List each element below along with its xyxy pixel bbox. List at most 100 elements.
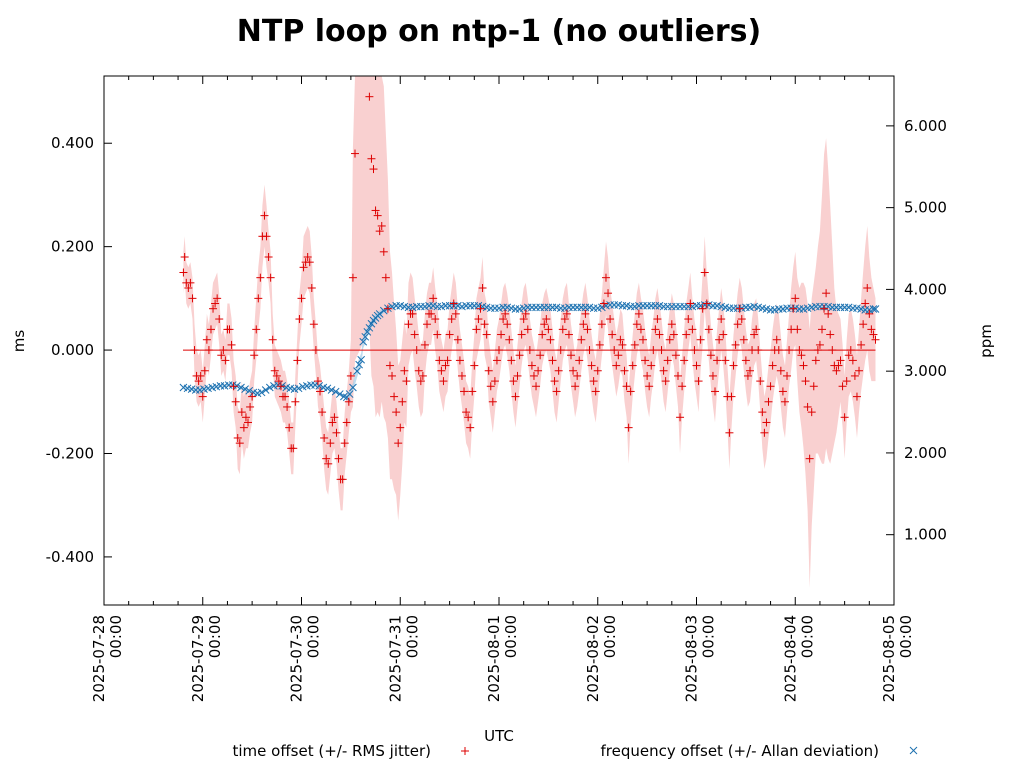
time-offset-point (237, 408, 246, 417)
x-tick-date: 2025-07-29 (189, 615, 207, 702)
time-offset-point (441, 361, 450, 370)
time-offset-point (575, 356, 584, 365)
time-offset-point (332, 428, 341, 437)
time-offset-point (478, 284, 487, 293)
time-offset-point (495, 346, 503, 355)
time-offset-point (472, 325, 481, 334)
time-offset-point (760, 428, 769, 437)
time-offset-point (400, 366, 409, 375)
time-offset-point (344, 397, 353, 406)
time-offset-point (641, 356, 650, 365)
time-offset-point (517, 330, 526, 339)
time-offset-point (778, 387, 787, 396)
time-offset-point (838, 382, 847, 391)
time-offset-point (815, 340, 824, 349)
x-tick-time: 00:00 (700, 615, 718, 658)
time-offset-point (534, 366, 543, 375)
time-offset-point (688, 325, 697, 334)
frequency-point (361, 332, 370, 341)
frequency-point (359, 337, 368, 346)
time-offset-point (379, 247, 388, 256)
time-offset-point (402, 377, 411, 386)
time-offset-point (186, 278, 195, 287)
x-tick-date: 2025-08-05 (880, 615, 898, 702)
frequency-point (869, 305, 878, 313)
time-offset-point (326, 439, 335, 448)
legend-marker-cross-icon (909, 746, 918, 755)
x-tick-time: 00:00 (107, 615, 125, 658)
time-offset-point (219, 346, 228, 355)
x-tick-date: 2025-07-31 (386, 615, 404, 702)
time-offset-point (311, 346, 320, 355)
legend-label-frequency-offset: frequency offset (+/- Allan deviation) (601, 742, 880, 760)
time-offset-point (490, 377, 499, 386)
time-offset-point (667, 320, 676, 329)
time-offset-point (583, 325, 592, 334)
time-offset-point (706, 351, 715, 360)
time-offset-point (803, 402, 812, 411)
time-offset-point (548, 356, 557, 365)
time-offset-point (215, 315, 224, 324)
time-offset-point (390, 392, 399, 401)
x-tick-time: 00:00 (897, 615, 915, 658)
time-offset-point (550, 377, 559, 386)
frequency-point (237, 383, 245, 392)
time-offset-point (385, 361, 394, 370)
time-offset-point (556, 346, 565, 355)
time-offset-point (676, 413, 685, 422)
x-tick-label: 2025-08-03 00:00 (683, 615, 718, 702)
x-axis-ticks: 2025-07-28 00:00 2025-07-29 00:00 2025-07-30… (90, 76, 915, 702)
time-offset-point (832, 366, 841, 375)
frequency-point (265, 383, 274, 392)
time-offset-point (388, 371, 397, 380)
time-offset-point (241, 413, 250, 422)
time-offset-point (727, 392, 736, 401)
y2-tick-label: 5.000 (904, 199, 947, 217)
time-offset-point (322, 454, 331, 463)
time-offset-point (244, 418, 253, 427)
time-offset-point (503, 320, 512, 329)
time-offset-point (752, 325, 761, 334)
frequency-point (315, 382, 324, 390)
frequency-point (261, 386, 270, 394)
time-offset-point (309, 320, 318, 329)
time-offset-point (492, 356, 501, 365)
time-offset-point (855, 366, 864, 375)
y-tick-label: -0.200 (46, 444, 94, 462)
time-offset-point (462, 408, 471, 417)
time-offset-point (262, 232, 271, 241)
time-offset-point (235, 439, 244, 448)
time-offset-point (484, 366, 493, 375)
frequency-point (241, 385, 249, 394)
time-offset-point (780, 397, 789, 406)
time-offset-point (791, 294, 800, 303)
time-offset-point (281, 392, 290, 401)
time-offset-point (805, 454, 814, 463)
time-offset-point (523, 325, 532, 334)
time-offset-point (795, 346, 804, 355)
time-offset-point (264, 252, 273, 261)
time-offset-point (867, 325, 876, 334)
frequency-point (353, 367, 361, 376)
time-offset-point (801, 377, 810, 386)
time-offset-point (820, 304, 829, 313)
time-offset-point (834, 361, 843, 370)
time-offset-point (822, 289, 831, 298)
time-offset-point (447, 315, 456, 324)
time-offset-point (608, 330, 617, 339)
time-offset-point (396, 423, 405, 432)
time-offset-point (180, 252, 189, 261)
time-offset-point (433, 330, 442, 339)
time-offset-point (708, 371, 717, 380)
time-offset-point (250, 351, 259, 360)
time-offset-point (416, 377, 425, 386)
time-offset-point (474, 315, 483, 324)
time-offset-point (659, 366, 668, 375)
time-offset-point (589, 377, 598, 386)
time-offset-point (850, 371, 859, 380)
time-offset-point (817, 325, 826, 334)
time-offset-point (612, 361, 621, 370)
time-offset-point (758, 408, 767, 417)
time-offset-point (229, 382, 238, 391)
time-offset-point (392, 408, 401, 417)
